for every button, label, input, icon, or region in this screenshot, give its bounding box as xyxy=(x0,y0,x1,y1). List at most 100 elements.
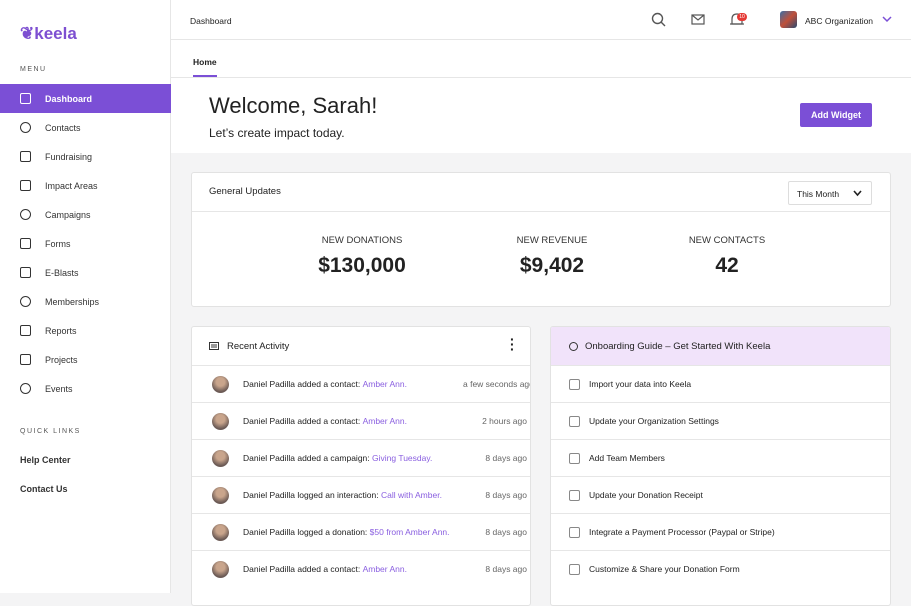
onboarding-text: Import your data into Keela xyxy=(589,379,692,389)
checkbox[interactable] xyxy=(569,378,580,390)
menu-item[interactable]: Fundraising xyxy=(0,142,171,171)
tab-divider xyxy=(171,77,911,78)
checkbox[interactable] xyxy=(569,452,580,464)
notification-badge: 10 xyxy=(737,13,747,21)
card-title: Recent Activity xyxy=(227,341,290,352)
avatar xyxy=(212,412,229,430)
more-menu[interactable]: · · · xyxy=(510,331,515,357)
menu-item[interactable]: E-Blasts xyxy=(0,258,171,287)
menu-item[interactable]: Contacts xyxy=(0,113,171,142)
activity-time: 2 hours ago xyxy=(482,416,527,426)
menu-text: Campaigns xyxy=(45,209,91,220)
tab-underline xyxy=(193,75,217,77)
stat-label: NEW DONATIONS xyxy=(321,235,403,246)
activity-link[interactable]: $50 from Amber Ann. xyxy=(369,527,450,537)
activity-link[interactable]: Amber Ann. xyxy=(362,379,407,389)
sidebar: ❦keela MENU QUICK LINKS Dashboard Contact… xyxy=(0,0,171,593)
activity-row: Daniel Padilla added a campaign: Giving … xyxy=(192,439,530,476)
menu-item[interactable]: Dashboard xyxy=(0,84,171,113)
menu-item[interactable]: Campaigns xyxy=(0,200,171,229)
tab-home[interactable]: Home xyxy=(193,57,217,67)
menu-icon xyxy=(20,151,31,162)
org-name[interactable]: ABC Organization xyxy=(805,16,874,26)
checkbox[interactable] xyxy=(569,563,580,575)
avatar xyxy=(212,375,229,393)
welcome-area: Home Welcome, Sarah! Let’s create impact… xyxy=(171,40,911,153)
top-bar: Dashboard 10 ABC Organization xyxy=(171,0,911,40)
menu-text: Forms xyxy=(45,238,71,249)
onboarding-text: Update your Donation Receipt xyxy=(589,490,703,500)
avatar xyxy=(212,486,229,504)
menu-icon xyxy=(20,296,31,307)
menu-icon xyxy=(20,267,31,278)
stat-value: $130,000 xyxy=(318,254,406,277)
menu-icon xyxy=(20,354,31,365)
activity-desc: Daniel Padilla added a contact: xyxy=(243,379,361,389)
activity-desc: Daniel Padilla logged a donation: xyxy=(243,527,368,537)
menu-item[interactable]: Impact Areas xyxy=(0,171,171,200)
activity-row: Daniel Padilla logged a donation: $50 fr… xyxy=(192,513,530,550)
org-avatar[interactable] xyxy=(780,11,797,28)
menu-item[interactable]: Events xyxy=(0,374,171,403)
avatar xyxy=(212,560,229,578)
mail-icon[interactable] xyxy=(691,14,705,26)
checkbox[interactable] xyxy=(569,415,580,427)
onboarding-text: Update your Organization Settings xyxy=(589,416,719,426)
menu-text: Reports xyxy=(45,325,77,336)
menu-icon xyxy=(20,209,31,220)
avatar xyxy=(212,523,229,541)
menu-icon xyxy=(20,93,31,104)
onboarding-row: Add Team Members xyxy=(551,439,890,476)
activity-text: Daniel Padilla added a contact: Amber An… xyxy=(243,564,463,574)
checkbox[interactable] xyxy=(569,489,580,501)
onboarding-row: Import your data into Keela xyxy=(551,365,890,402)
period-select[interactable]: This Month xyxy=(788,181,872,205)
activity-icon xyxy=(209,342,219,350)
logo[interactable]: ❦keela xyxy=(20,24,77,44)
add-widget-button[interactable]: Add Widget xyxy=(800,103,872,127)
activity-row: Daniel Padilla logged an interaction: Ca… xyxy=(192,476,530,513)
stat-value: $9,402 xyxy=(519,254,585,277)
menu-item[interactable]: Memberships xyxy=(0,287,171,316)
onboarding-row: Customize & Share your Donation Form xyxy=(551,550,890,587)
search-icon[interactable] xyxy=(651,12,667,28)
activity-link[interactable]: Amber Ann. xyxy=(362,416,407,426)
activity-time: 8 days ago xyxy=(485,564,527,574)
onboarding-text: Add Team Members xyxy=(589,453,665,463)
activity-link[interactable]: Call with Amber. xyxy=(381,490,442,500)
menu-icon xyxy=(20,180,31,191)
quick-link[interactable]: Help Center xyxy=(20,455,71,465)
welcome-title: Welcome, Sarah! xyxy=(209,93,378,118)
menu-item[interactable]: Reports xyxy=(0,316,171,345)
onboarding-text: Integrate a Payment Processor (Paypal or… xyxy=(589,527,775,537)
activity-time: 8 days ago xyxy=(485,453,527,463)
stat: NEW REVENUE $9,402 xyxy=(452,235,652,278)
activity-time: 8 days ago xyxy=(485,527,527,537)
onboarding-header xyxy=(551,327,890,365)
period-chevron xyxy=(853,190,862,197)
divider xyxy=(192,211,890,212)
activity-desc: Daniel Padilla logged an interaction: xyxy=(243,490,379,500)
onboarding-row: Update your Donation Receipt xyxy=(551,476,890,513)
stat-label: NEW CONTACTS xyxy=(688,235,766,246)
stat-value: 42 xyxy=(715,254,739,277)
checkbox[interactable] xyxy=(569,526,580,538)
logo-leaf: ❦ xyxy=(20,24,35,43)
activity-desc: Daniel Padilla added a contact: xyxy=(243,564,361,574)
quick-link[interactable]: Contact Us xyxy=(20,484,68,494)
menu-icon xyxy=(20,325,31,336)
menu-item[interactable]: Projects xyxy=(0,345,171,374)
activity-text: Daniel Padilla added a campaign: Giving … xyxy=(243,453,463,463)
stat: NEW CONTACTS 42 xyxy=(627,235,827,278)
activity-link[interactable]: Giving Tuesday. xyxy=(372,453,433,463)
activity-link[interactable]: Amber Ann. xyxy=(362,564,407,574)
quick-links-label: QUICK LINKS xyxy=(20,428,81,435)
activity-text: Daniel Padilla logged a donation: $50 fr… xyxy=(243,527,463,537)
activity-desc: Daniel Padilla added a contact: xyxy=(243,416,361,426)
activity-text: Daniel Padilla added a contact: Amber An… xyxy=(243,416,463,426)
menu-item[interactable]: Forms xyxy=(0,229,171,258)
onboarding-icon xyxy=(569,342,578,351)
org-chevron[interactable] xyxy=(882,16,892,23)
menu-text: Memberships xyxy=(45,296,100,307)
